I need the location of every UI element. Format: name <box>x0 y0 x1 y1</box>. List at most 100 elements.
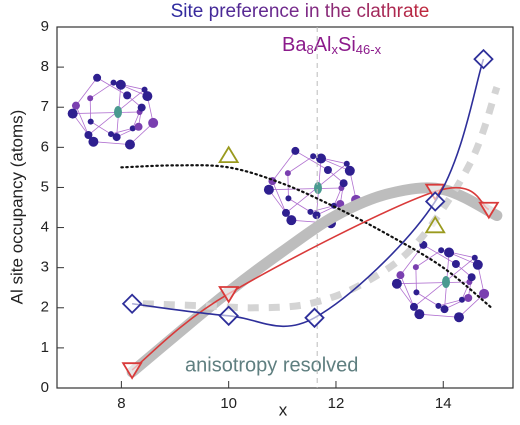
cage-bond <box>268 187 342 191</box>
y-tick-label: 8 <box>41 58 49 75</box>
cage-atom <box>110 79 117 86</box>
formula-subscript: 8 <box>306 42 313 57</box>
cage-atom <box>316 153 327 164</box>
data-point <box>424 215 446 234</box>
data-point <box>304 307 325 329</box>
cage-atom <box>409 302 418 311</box>
cage-atom <box>307 208 314 215</box>
cage-bond <box>295 150 329 171</box>
cage-atom <box>472 259 483 270</box>
cage-bond <box>89 98 92 122</box>
cage-atom <box>141 86 148 93</box>
formula-subscript: 46-x <box>356 42 382 57</box>
cage-bond <box>415 267 417 293</box>
cage-atom <box>451 259 460 268</box>
cage-atom <box>344 165 355 176</box>
cage-atom <box>281 208 290 217</box>
guest-atom <box>114 106 122 118</box>
cage-bond <box>400 244 424 276</box>
cage-bond <box>415 249 442 268</box>
cage-atom <box>464 293 473 302</box>
cage-bond <box>423 244 457 265</box>
cage-atom <box>391 278 402 289</box>
cage-bond <box>400 274 415 308</box>
cage-atom <box>435 302 442 309</box>
cage-atom <box>285 195 292 202</box>
cage-atom <box>142 91 153 102</box>
cage-atom <box>286 215 297 226</box>
cage-bond <box>89 82 114 99</box>
series-line <box>131 186 490 371</box>
cage-atom <box>458 296 465 303</box>
cage-atom <box>124 139 135 150</box>
y-tick-label: 6 <box>41 138 49 155</box>
x-tick-label: 12 <box>328 395 345 412</box>
cage-bond <box>333 187 342 206</box>
cage-bond <box>272 180 287 214</box>
cage-bond <box>75 105 89 136</box>
cage-bond <box>129 122 154 145</box>
y-tick-label: 4 <box>41 219 49 236</box>
y-tick-label: 2 <box>41 299 49 316</box>
cage-atom <box>412 264 419 271</box>
series-line <box>142 86 501 312</box>
cage-atom <box>88 136 99 147</box>
cage-atom <box>413 289 420 296</box>
formula-element: Ba <box>282 34 307 56</box>
cage-atom <box>479 288 490 299</box>
cage-bond <box>438 299 463 307</box>
cage-bond <box>110 127 133 135</box>
cage-atom <box>438 247 445 254</box>
cage-atom <box>323 165 332 174</box>
formula-element: Al <box>314 34 332 56</box>
clathrate-illustrations <box>67 73 490 323</box>
cage-atom <box>129 125 136 132</box>
cage-atom <box>67 108 78 119</box>
chart-title: Site preference in the clathrate <box>171 1 430 22</box>
cage-bond <box>396 281 470 285</box>
data-point <box>218 305 239 327</box>
cage-atom <box>444 247 455 258</box>
formula-subscript: x <box>332 42 339 57</box>
data-point <box>121 293 143 315</box>
cage-bond <box>320 158 350 172</box>
y-tick-label: 3 <box>41 259 49 276</box>
cage-atom <box>291 146 300 155</box>
cage-atom <box>123 91 132 100</box>
cage-atom <box>471 254 478 261</box>
cage-bond <box>287 155 314 174</box>
x-tick-label: 10 <box>220 395 237 412</box>
cage-atom <box>71 101 80 110</box>
x-tick-label: 8 <box>117 395 125 412</box>
data-point <box>218 145 240 164</box>
cage-atom <box>312 211 321 220</box>
x-axis-label: x <box>279 400 288 419</box>
y-tick-label: 5 <box>41 178 49 195</box>
cage-bond <box>72 111 140 114</box>
cage-atom <box>339 179 348 188</box>
cage-atom <box>336 199 345 208</box>
cage-atom <box>414 309 425 320</box>
cage-bond <box>448 252 478 266</box>
cage-bond <box>419 313 460 318</box>
cage-bond <box>272 150 296 182</box>
cage-atom <box>467 273 476 282</box>
cage-atom <box>134 122 143 131</box>
cage-bond <box>458 293 485 318</box>
plot-frame <box>56 26 514 389</box>
data-point <box>424 191 446 212</box>
y-tick-label: 7 <box>41 98 49 115</box>
cage-atom <box>440 305 449 314</box>
y-axis-label: Al site occupancy (atoms) <box>7 110 26 305</box>
cage-atom <box>137 103 146 112</box>
cage-bond <box>461 281 470 300</box>
data-point <box>473 48 494 70</box>
cage-atom <box>343 160 350 167</box>
y-tick-label: 9 <box>41 18 49 35</box>
data-point <box>218 286 240 304</box>
data-point <box>478 201 500 220</box>
cage-atom <box>263 184 274 195</box>
formula: Ba8AlxSi46-x <box>282 34 382 57</box>
series-line <box>120 164 493 309</box>
